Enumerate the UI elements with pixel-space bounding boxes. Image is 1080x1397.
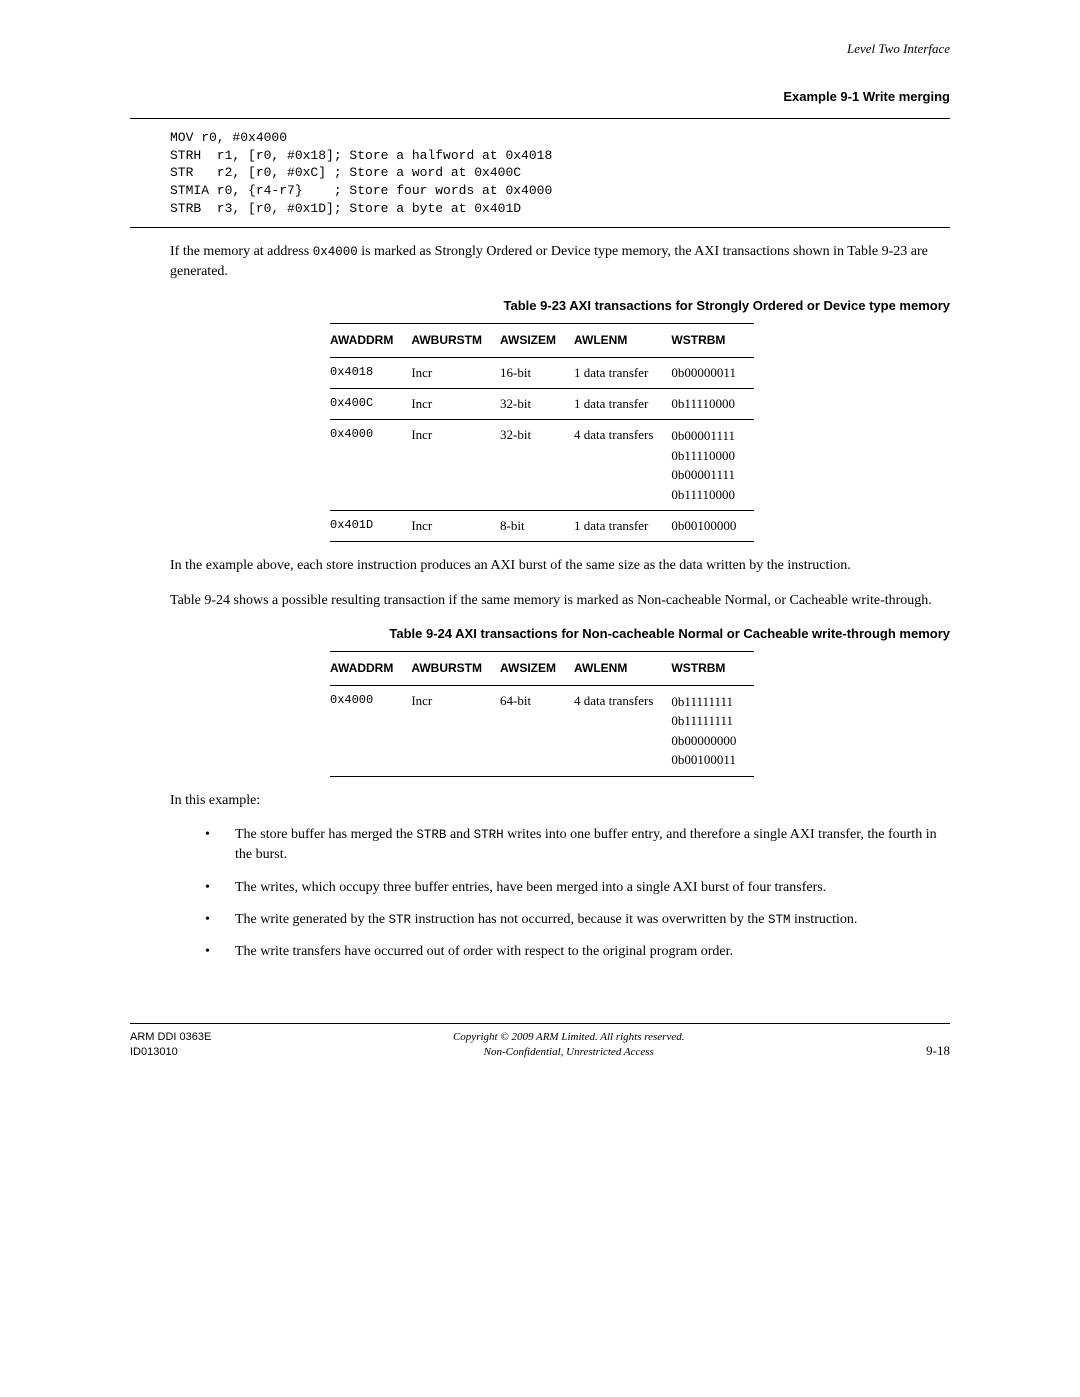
paragraph: If the memory at address 0x4000 is marke…	[170, 242, 950, 283]
inline-code: 0x4000	[313, 245, 358, 259]
cell: Incr	[411, 357, 500, 388]
text: The store buffer has merged the	[235, 827, 416, 842]
col-header: AWBURSTM	[411, 652, 500, 686]
page-footer: ARM DDI 0363E ID013010 Copyright © 2009 …	[130, 1023, 950, 1061]
paragraph: In this example:	[170, 791, 950, 811]
list-item: The writes, which occupy three buffer en…	[205, 878, 950, 898]
paragraph: Table 9-24 shows a possible resulting tr…	[170, 591, 950, 611]
footer-left: ARM DDI 0363E ID013010	[130, 1030, 211, 1061]
text: and	[446, 827, 473, 842]
code-line: STRH r1, [r0, #0x18]; Store a halfword a…	[170, 148, 552, 163]
table-row: 0x401D Incr 8-bit 1 data transfer 0b0010…	[330, 511, 754, 542]
list-item: The store buffer has merged the STRB and…	[205, 825, 950, 866]
cell: 0b00100000	[671, 511, 754, 542]
table-caption: Table 9-24 AXI transactions for Non-cach…	[130, 625, 950, 643]
example-title: Example 9-1 Write merging	[130, 88, 950, 106]
code-line: MOV r0, #0x4000	[170, 130, 287, 145]
cell: Incr	[411, 685, 500, 776]
cell: 4 data transfers	[574, 420, 671, 511]
text: The write generated by the	[235, 912, 389, 927]
cell: 0b11110000	[671, 388, 754, 419]
cell: 0b000011110b111100000b000011110b11110000	[671, 420, 754, 511]
cell: Incr	[411, 420, 500, 511]
table-923: AWADDRM AWBURSTM AWSIZEM AWLENM WSTRBM 0…	[330, 323, 754, 542]
col-header: WSTRBM	[671, 323, 754, 357]
cell: Incr	[411, 388, 500, 419]
doc-subid: ID013010	[130, 1045, 211, 1060]
table-caption: Table 9-23 AXI transactions for Strongly…	[130, 297, 950, 315]
table-row: 0x4018 Incr 16-bit 1 data transfer 0b000…	[330, 357, 754, 388]
rule-bottom	[130, 227, 950, 228]
footer-center: Copyright © 2009 ARM Limited. All rights…	[453, 1030, 685, 1061]
col-header: AWSIZEM	[500, 652, 574, 686]
rule-top	[130, 118, 950, 119]
inline-code: STRH	[474, 828, 504, 842]
col-header: AWBURSTM	[411, 323, 500, 357]
col-header: AWSIZEM	[500, 323, 574, 357]
cell: 32-bit	[500, 420, 574, 511]
code-line: STRB r3, [r0, #0x1D]; Store a byte at 0x…	[170, 201, 521, 216]
table-row: 0x400C Incr 32-bit 1 data transfer 0b111…	[330, 388, 754, 419]
text: If the memory at address	[170, 244, 313, 259]
col-header: AWLENM	[574, 323, 671, 357]
cell: 0x400C	[330, 388, 411, 419]
col-header: AWADDRM	[330, 652, 411, 686]
page-number: 9-18	[926, 1042, 950, 1060]
section-header: Level Two Interface	[130, 40, 950, 58]
cell: 1 data transfer	[574, 511, 671, 542]
inline-code: STR	[389, 913, 412, 927]
cell: 1 data transfer	[574, 357, 671, 388]
cell: 64-bit	[500, 685, 574, 776]
doc-id: ARM DDI 0363E	[130, 1030, 211, 1045]
cell: 0x4000	[330, 685, 411, 776]
cell: 0x4018	[330, 357, 411, 388]
cell: 32-bit	[500, 388, 574, 419]
col-header: WSTRBM	[671, 652, 754, 686]
inline-code: STRB	[416, 828, 446, 842]
table-924: AWADDRM AWBURSTM AWSIZEM AWLENM WSTRBM 0…	[330, 651, 754, 777]
text: instruction.	[790, 912, 857, 927]
text: instruction has not occurred, because it…	[411, 912, 768, 927]
classification: Non-Confidential, Unrestricted Access	[453, 1045, 685, 1060]
cell: 4 data transfers	[574, 685, 671, 776]
list-item: The write transfers have occurred out of…	[205, 942, 950, 962]
bullet-list: The store buffer has merged the STRB and…	[205, 825, 950, 962]
cell: 8-bit	[500, 511, 574, 542]
cell: 0b111111110b111111110b000000000b00100011	[671, 685, 754, 776]
col-header: AWADDRM	[330, 323, 411, 357]
cell: 0x401D	[330, 511, 411, 542]
code-line: STMIA r0, {r4-r7} ; Store four words at …	[170, 183, 552, 198]
paragraph: In the example above, each store instruc…	[170, 556, 950, 576]
cell: 0b00000011	[671, 357, 754, 388]
list-item: The write generated by the STR instructi…	[205, 910, 950, 930]
table-row: 0x4000 Incr 32-bit 4 data transfers 0b00…	[330, 420, 754, 511]
code-line: STR r2, [r0, #0xC] ; Store a word at 0x4…	[170, 165, 521, 180]
cell: 16-bit	[500, 357, 574, 388]
cell: 1 data transfer	[574, 388, 671, 419]
inline-code: STM	[768, 913, 791, 927]
cell: 0x4000	[330, 420, 411, 511]
table-header-row: AWADDRM AWBURSTM AWSIZEM AWLENM WSTRBM	[330, 323, 754, 357]
code-block: MOV r0, #0x4000 STRH r1, [r0, #0x18]; St…	[170, 129, 950, 217]
cell: Incr	[411, 511, 500, 542]
copyright: Copyright © 2009 ARM Limited. All rights…	[453, 1030, 685, 1045]
table-row: 0x4000 Incr 64-bit 4 data transfers 0b11…	[330, 685, 754, 776]
col-header: AWLENM	[574, 652, 671, 686]
table-header-row: AWADDRM AWBURSTM AWSIZEM AWLENM WSTRBM	[330, 652, 754, 686]
